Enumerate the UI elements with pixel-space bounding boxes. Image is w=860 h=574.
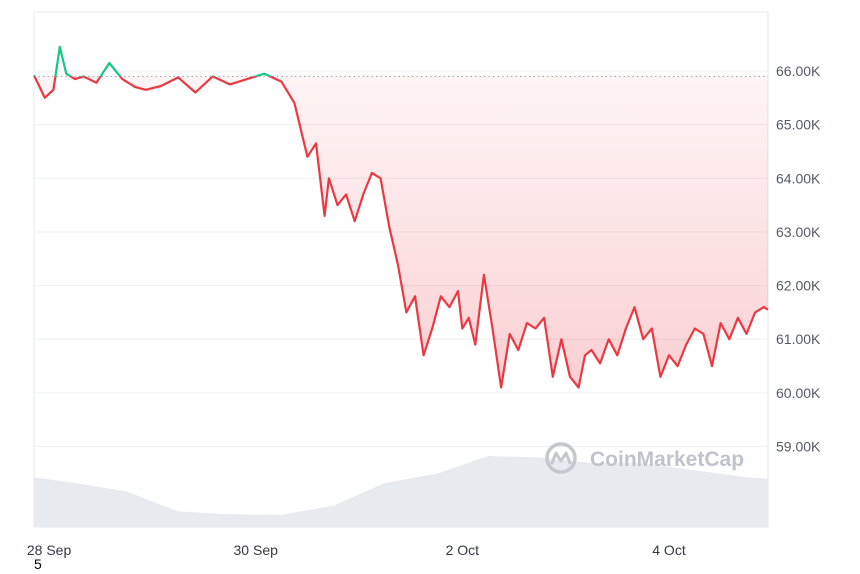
- y-tick-label: 64.00K: [776, 170, 821, 186]
- x-tick-label: 2 Oct: [446, 542, 480, 558]
- volume-area-shape: [34, 456, 768, 527]
- watermark-text: CoinMarketCap: [590, 448, 744, 471]
- x-tick-label: 28 Sep: [27, 542, 72, 558]
- price-line: [33, 45, 769, 389]
- x-tick-label: 4 Oct: [652, 542, 686, 558]
- x-tick-label: 30 Sep: [234, 542, 279, 558]
- price-line-down: [33, 76, 769, 389]
- y-tick-label: 63.00K: [776, 224, 821, 240]
- y-tick-label: 60.00K: [776, 385, 821, 401]
- y-tick-label: 61.00K: [776, 331, 821, 347]
- volume-area: [34, 456, 768, 527]
- y-axis: 59.00K 60.00K 61.00K 62.00K 63.00K 64.00K 65.0…: [776, 63, 821, 455]
- y-tick-label: 66.00K: [776, 63, 821, 79]
- loss-fill-shape: [34, 76, 768, 388]
- coinmarketcap-logo-icon: [545, 442, 577, 474]
- y-tick-label: 62.00K: [776, 278, 821, 294]
- y-tick-label: 65.00K: [776, 117, 821, 133]
- x-axis: 28 Sep 30 Sep 2 Oct 4 Oct: [27, 542, 686, 558]
- page-number: 5: [34, 556, 42, 572]
- y-tick-label: 59.00K: [776, 439, 821, 455]
- loss-fill: [34, 76, 768, 388]
- watermark: CoinMarketCap: [545, 442, 744, 474]
